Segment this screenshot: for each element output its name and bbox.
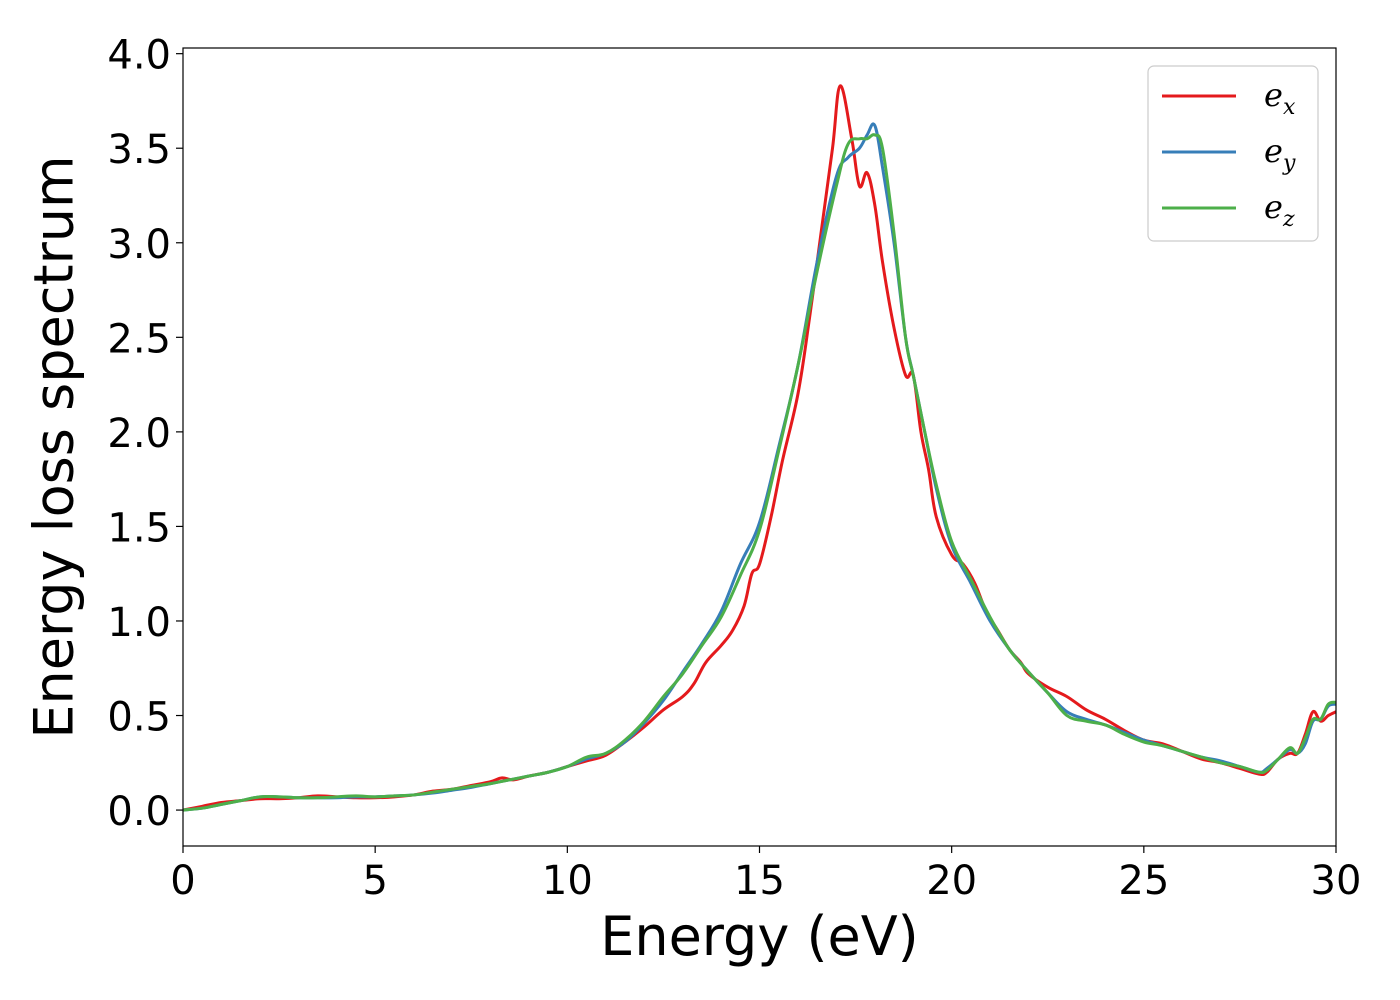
y-tick-label: 0.0	[107, 789, 171, 835]
y-tick-label: 4.0	[107, 33, 171, 79]
x-tick-label: 15	[734, 858, 785, 904]
legend-label-z: ez	[1264, 188, 1295, 232]
y-tick-label: 1.5	[107, 505, 171, 551]
x-tick-label: 0	[170, 858, 195, 904]
x-tick-label: 10	[542, 858, 593, 904]
y-axis-title: Energy loss spectrum	[23, 155, 86, 738]
x-tick-label: 5	[362, 858, 387, 904]
x-tick-label: 30	[1311, 858, 1362, 904]
series-line-z	[183, 133, 1336, 812]
y-tick-label: 3.5	[107, 127, 171, 173]
y-tick-label: 3.0	[107, 222, 171, 268]
tick-layer: 0 5 10 15 20 25 30 0.0 0.5 1.0 1.5 2.0 2.5 3.0 3.5 4.0	[107, 33, 1361, 904]
legend: ex ey ez	[1147, 65, 1319, 242]
y-tick-label: 2.0	[107, 411, 171, 457]
y-tick-label: 0.5	[107, 695, 171, 741]
y-tick-label: 1.0	[107, 600, 171, 646]
series-layer	[183, 84, 1336, 812]
y-tick-label: 2.5	[107, 316, 171, 362]
legend-label-y: ey	[1264, 132, 1296, 176]
x-tick-label: 20	[926, 858, 977, 904]
x-axis-title: Energy (eV)	[600, 905, 919, 968]
legend-label-x: ex	[1264, 76, 1296, 120]
x-tick-label: 25	[1118, 858, 1169, 904]
